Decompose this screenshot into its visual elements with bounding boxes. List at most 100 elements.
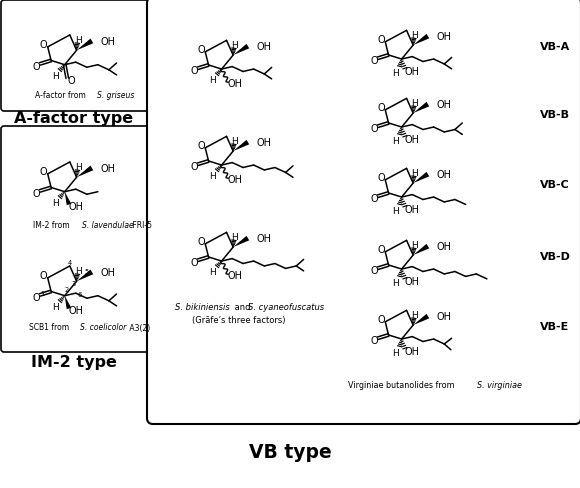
- Polygon shape: [413, 35, 429, 46]
- Text: OH: OH: [227, 79, 242, 89]
- Text: H: H: [209, 172, 216, 181]
- Text: H: H: [209, 267, 216, 277]
- Text: O: O: [371, 123, 378, 134]
- Text: OH: OH: [436, 170, 451, 180]
- Text: H: H: [411, 31, 418, 40]
- Text: S. virginiae: S. virginiae: [477, 380, 522, 389]
- Text: O: O: [33, 61, 41, 71]
- Polygon shape: [77, 40, 93, 51]
- Text: OH: OH: [100, 163, 115, 174]
- Text: OH: OH: [227, 270, 242, 281]
- Text: H: H: [393, 348, 399, 357]
- Polygon shape: [413, 102, 429, 114]
- Text: OH: OH: [405, 277, 420, 287]
- Text: IM-2 type: IM-2 type: [31, 354, 117, 369]
- Text: O: O: [191, 162, 198, 171]
- Text: OH: OH: [68, 305, 84, 316]
- Text: FRI-5: FRI-5: [130, 220, 152, 229]
- Text: O: O: [33, 292, 41, 302]
- Text: H: H: [209, 76, 216, 85]
- Text: H: H: [393, 206, 399, 215]
- Text: H: H: [75, 36, 82, 44]
- Text: H: H: [393, 136, 399, 145]
- Text: (Grāfe’s three factors): (Grāfe’s three factors): [192, 315, 285, 324]
- Text: H: H: [411, 99, 418, 108]
- Text: 4: 4: [68, 259, 72, 265]
- Text: 6: 6: [78, 291, 82, 297]
- Text: OH: OH: [68, 202, 84, 212]
- Text: S. bikiniensis: S. bikiniensis: [175, 303, 230, 312]
- Text: H: H: [75, 163, 82, 171]
- Polygon shape: [77, 270, 93, 282]
- Text: Virginiae butanolides from: Virginiae butanolides from: [348, 380, 457, 389]
- Text: VB-E: VB-E: [541, 321, 570, 331]
- Text: and: and: [232, 303, 253, 312]
- Text: VB type: VB type: [249, 442, 331, 461]
- Text: O: O: [191, 66, 198, 76]
- Text: A-factor from: A-factor from: [35, 90, 89, 99]
- Text: A-factor type: A-factor type: [14, 110, 133, 125]
- FancyBboxPatch shape: [1, 127, 150, 352]
- Polygon shape: [77, 166, 93, 178]
- Text: O: O: [39, 40, 47, 50]
- Text: VB-D: VB-D: [539, 251, 571, 262]
- Text: VB-C: VB-C: [540, 180, 570, 190]
- Text: OH: OH: [436, 32, 451, 42]
- Text: H: H: [393, 278, 399, 287]
- Text: OH: OH: [256, 42, 271, 52]
- Text: VB-B: VB-B: [540, 110, 570, 120]
- Text: O: O: [68, 76, 75, 86]
- Text: O: O: [378, 173, 385, 183]
- Text: OH: OH: [100, 37, 115, 47]
- Text: O: O: [378, 245, 385, 255]
- Text: IM-2 from: IM-2 from: [32, 220, 71, 229]
- Text: OH: OH: [405, 135, 420, 145]
- Text: OH: OH: [256, 138, 271, 148]
- Text: OH: OH: [436, 242, 451, 252]
- Polygon shape: [65, 296, 71, 309]
- Text: 1: 1: [41, 290, 45, 297]
- Text: H: H: [52, 72, 59, 81]
- Text: O: O: [378, 35, 385, 45]
- Text: OH: OH: [405, 67, 420, 77]
- Text: O: O: [39, 167, 47, 177]
- Text: O: O: [197, 237, 205, 247]
- Text: S. coelicolor: S. coelicolor: [80, 323, 126, 332]
- Text: H: H: [75, 266, 82, 275]
- Text: H: H: [52, 199, 59, 208]
- Text: O: O: [191, 257, 198, 267]
- Text: VB-A: VB-A: [540, 42, 570, 52]
- Text: O: O: [371, 56, 378, 66]
- FancyBboxPatch shape: [1, 1, 150, 112]
- Text: OH: OH: [227, 175, 242, 184]
- Text: H: H: [411, 310, 418, 319]
- Text: S. cyaneofuscatus: S. cyaneofuscatus: [248, 303, 324, 312]
- Text: O: O: [378, 315, 385, 325]
- Text: H: H: [231, 232, 238, 242]
- Text: OH: OH: [100, 267, 115, 277]
- Polygon shape: [233, 141, 249, 152]
- Text: OH: OH: [436, 311, 451, 322]
- Text: O: O: [378, 103, 385, 113]
- Polygon shape: [413, 244, 429, 256]
- Text: SCB1 from: SCB1 from: [29, 323, 71, 332]
- Text: O: O: [33, 188, 41, 198]
- Text: 5: 5: [85, 268, 89, 274]
- Text: 3: 3: [71, 281, 75, 286]
- Text: A3(2): A3(2): [127, 323, 150, 332]
- Text: O: O: [197, 141, 205, 151]
- Text: H: H: [231, 41, 238, 50]
- Text: O: O: [371, 335, 378, 345]
- Text: S. griseus: S. griseus: [97, 90, 135, 99]
- Text: O: O: [371, 265, 378, 275]
- Text: O: O: [197, 45, 205, 55]
- Text: H: H: [231, 137, 238, 145]
- Text: H: H: [52, 303, 59, 312]
- Text: S. lavendulae: S. lavendulae: [82, 220, 134, 229]
- Text: O: O: [371, 193, 378, 203]
- Text: H: H: [393, 68, 399, 78]
- Polygon shape: [233, 45, 249, 56]
- Text: OH: OH: [256, 234, 271, 244]
- Text: O: O: [39, 271, 47, 281]
- Text: 2: 2: [64, 286, 68, 292]
